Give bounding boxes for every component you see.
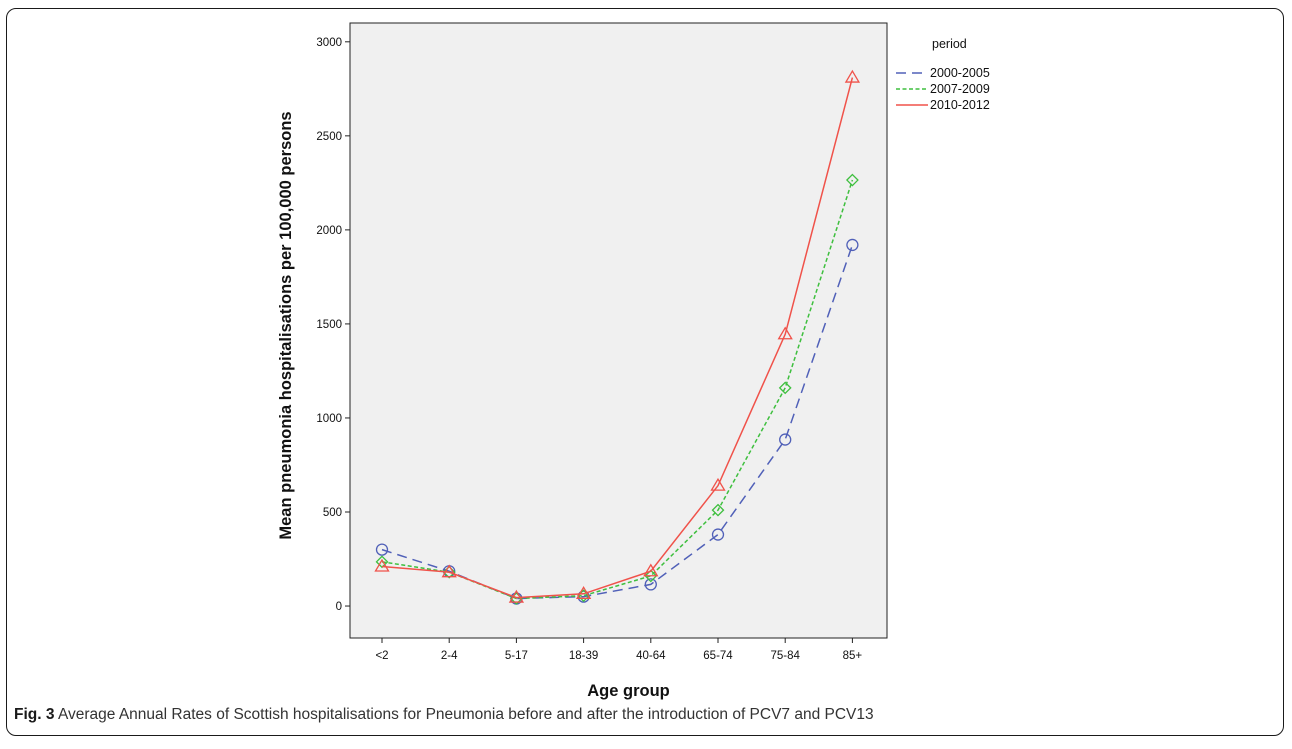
figure-caption-text: Average Annual Rates of Scottish hospita…: [57, 706, 874, 723]
series-group: [374, 69, 861, 605]
data-point: [441, 564, 457, 578]
data-point: [508, 589, 525, 603]
legend-entry: 2007-2009: [930, 82, 990, 96]
series-line: [381, 77, 854, 599]
x-tick-label: 40-64: [636, 650, 666, 662]
data-point: [644, 578, 657, 591]
y-tick-label: 1500: [316, 319, 342, 331]
x-tick-label: 85+: [843, 650, 863, 662]
series-2010-2012: [374, 69, 861, 603]
data-point: [845, 173, 859, 187]
line-chart: 0 500 1000 1500 2000 2500 3000 <2 2-4 5-17 18-39 4…: [277, 22, 990, 700]
x-tick-label: 18-39: [569, 650, 598, 662]
data-point: [779, 433, 792, 446]
y-tick-label: 2500: [316, 131, 342, 143]
data-point: [844, 69, 861, 83]
data-point: [442, 565, 456, 579]
y-tick-label: 3000: [316, 37, 342, 49]
data-point: [643, 563, 659, 577]
legend: period 2000-2005 2007-2009 2010-2012: [896, 37, 990, 112]
x-tick-label: 75-84: [770, 650, 800, 662]
x-tick-label: <2: [375, 650, 388, 662]
data-point: [777, 326, 793, 340]
y-tick-label: 1000: [316, 413, 342, 425]
data-point: [374, 558, 390, 572]
data-point: [778, 381, 792, 395]
x-axis: <2 2-4 5-17 18-39 40-64 65-74 75-84 85+: [375, 638, 862, 662]
x-tick-label: 2-4: [441, 650, 458, 662]
x-tick-label: 65-74: [703, 650, 733, 662]
y-tick-label: 0: [336, 601, 342, 613]
data-point: [575, 586, 592, 599]
y-tick-label: 2000: [316, 225, 342, 237]
data-point: [711, 528, 725, 541]
y-tick-label: 500: [323, 507, 342, 519]
data-point: [375, 555, 389, 569]
data-point: [846, 238, 859, 252]
data-point: [710, 477, 726, 491]
data-point: [644, 569, 658, 583]
figure-label: Fig. 3: [14, 706, 55, 723]
legend-entry: 2010-2012: [930, 98, 990, 112]
x-axis-title: Age group: [587, 682, 670, 700]
data-point: [375, 543, 389, 556]
plot-background: [349, 22, 888, 639]
y-axis: 0 500 1000 1500 2000 2500 3000: [316, 37, 350, 613]
data-point: [711, 503, 725, 517]
x-tick-label: 5-17: [505, 650, 528, 662]
figure-caption: Fig. 3 Average Annual Rates of Scottish …: [14, 706, 874, 724]
legend-entry: 2000-2005: [930, 66, 990, 80]
legend-title: period: [932, 37, 967, 51]
y-axis-title: Mean pneumonia hospitalisations per 100,…: [277, 111, 295, 539]
